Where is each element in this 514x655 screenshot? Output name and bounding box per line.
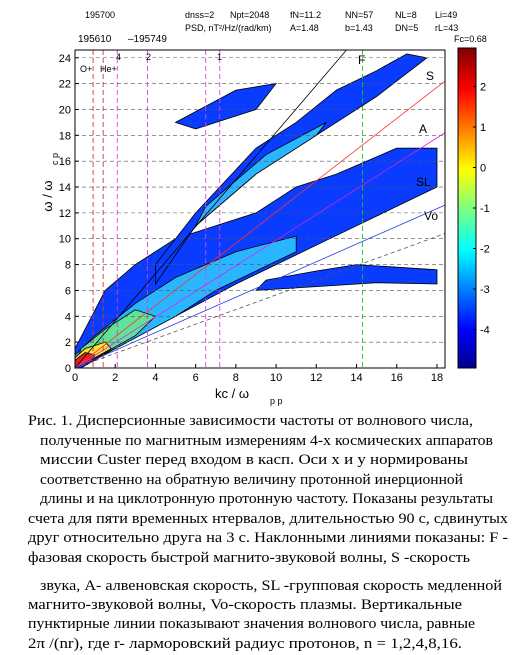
colorbar-tick-label: -2 [480,244,490,256]
harmonic-label: 1 [217,52,222,62]
x-tick-label: 18 [431,372,443,384]
axes-frame [74,49,446,369]
contour-region [174,83,278,130]
x-tick-label: 4 [152,372,158,384]
caption-line: Рис. 1. Дисперсионные зависимости частот… [28,413,473,429]
colorbar-tick-label: 1 [480,122,486,134]
header-text: 195610 [78,34,112,45]
header-text: 195700 [85,10,115,20]
velocity-line [74,49,347,369]
y-tick-label: 16 [59,156,71,168]
velocity-line [74,80,446,369]
line-label: S [426,69,434,83]
x-tick-label: 12 [310,372,322,384]
y-tick-label: 12 [59,208,71,220]
y-tick-label: 0 [65,363,71,375]
header-text: A=1.48 [290,23,319,33]
caption-line: фазовая скорость быстрой магнито-звуково… [28,550,470,566]
plot-area [74,49,446,369]
ion-label: O+ [80,64,92,74]
header-text: Fc=0.68 [454,34,487,44]
colorbar-tick-label: 0 [480,162,486,174]
y-tick-label: 20 [59,104,71,116]
x-tick-label: 0 [72,372,78,384]
y-axis-label: ω / ω [40,180,55,211]
header-text: rL=43 [435,23,458,33]
header-text: –195749 [128,34,167,45]
x-tick-label: 14 [350,372,362,384]
colorbar-tick-label: 2 [480,81,486,93]
caption-line: счета для пяти временных нтервалов, длит… [28,511,509,527]
line-label: SL [416,175,431,189]
ion-label: He+ [100,64,117,74]
header-text: NN=57 [345,10,373,20]
header-text: b=1.43 [345,23,373,33]
harmonic-label: 2 [146,52,151,62]
header-text: dnss=2 [185,10,214,20]
header-text: NL=8 [395,10,417,20]
contour-region [254,264,438,291]
y-tick-label: 14 [59,182,71,194]
header-text: DN=5 [395,23,418,33]
y-tick-label: 6 [65,285,71,297]
harmonic-label: 4 [116,52,121,62]
caption-line: длины и на циклотронную протонную частот… [40,491,493,507]
y-tick-label: 4 [65,311,71,323]
line-label: A [419,122,427,136]
x-tick-label: 8 [233,372,239,384]
x-tick-label: 10 [270,372,282,384]
x-axis-label: kc / ω [215,386,249,401]
caption-line: пунктирные линии показывают значения вол… [28,616,475,632]
y-axis-label-sub: c p [50,153,60,165]
header-text: fN=11.2 [290,10,321,20]
caption-line: магнито-звуковой волны, Vo-скорость плаз… [28,597,462,613]
x-tick-label: 6 [193,372,199,384]
caption-line: соответственно на обратную величину прот… [40,472,463,488]
colorbar-tick-label: -3 [480,284,490,296]
velocity-line [74,233,446,369]
velocity-line [74,132,446,369]
colorbar-tick-label: -4 [480,325,490,337]
y-tick-label: 10 [59,234,71,246]
velocity-line [74,204,446,369]
x-tick-label: 16 [391,372,403,384]
colorbar-tick-label: -1 [480,203,490,215]
caption-line: полученные по магнитным измерениям 4-х к… [40,433,493,449]
y-tick-label: 24 [59,53,71,65]
x-axis-label-sub: p p [270,396,283,406]
y-tick-label: 2 [65,337,71,349]
caption-line: звука, A- алвеновская скорость, SL -груп… [40,578,502,594]
header-text: Npt=2048 [230,10,269,20]
y-tick-label: 18 [59,130,71,142]
header-text: Li=49 [435,10,457,20]
caption-line: 2π /(nr), где r- ларморовский радиус про… [28,636,462,652]
caption-line: миссии Custer перед входом в касп. Оси x… [40,452,468,468]
line-label: F [358,53,365,67]
y-tick-label: 8 [65,260,71,272]
header-text: PSD, nT²/Hz/(rad/km) [185,23,272,33]
y-tick-label: 22 [59,79,71,91]
x-tick-label: 2 [112,372,118,384]
caption-line: друг относительно друга на 3 с. Наклонны… [28,530,508,546]
line-label: Vo [424,209,438,223]
